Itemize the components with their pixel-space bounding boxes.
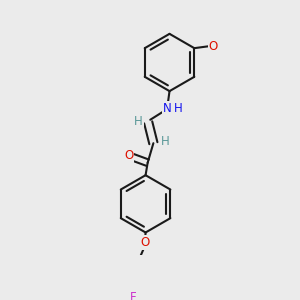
- Text: H: H: [134, 115, 143, 128]
- Text: N: N: [163, 102, 171, 115]
- Text: O: O: [124, 149, 134, 162]
- Text: H: H: [161, 135, 170, 148]
- Text: H: H: [173, 102, 182, 115]
- Text: O: O: [208, 40, 218, 52]
- Text: O: O: [140, 236, 150, 249]
- Text: F: F: [130, 291, 137, 300]
